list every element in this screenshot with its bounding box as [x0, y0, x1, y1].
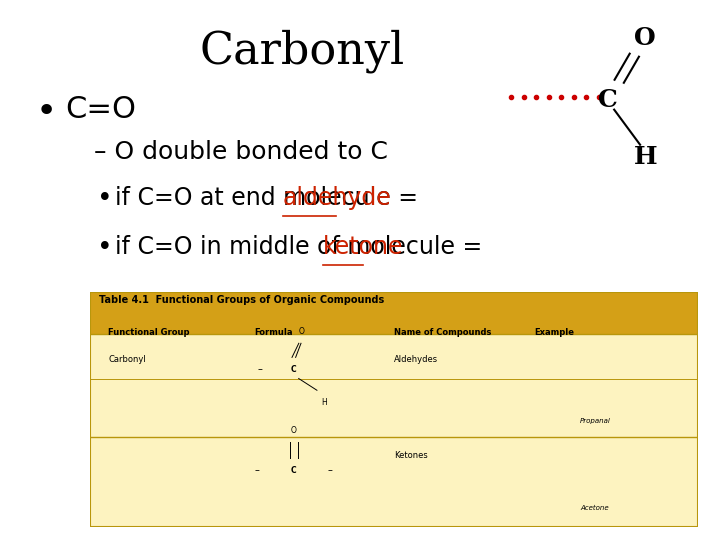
Text: Table 4.1  Functional Groups of Organic Compounds: Table 4.1 Functional Groups of Organic C…: [99, 295, 384, 305]
Text: •: •: [36, 94, 58, 129]
Text: C=O: C=O: [65, 94, 136, 124]
Text: if C=O in middle of molecule =: if C=O in middle of molecule =: [115, 235, 490, 259]
Text: O: O: [634, 26, 655, 50]
Text: Ketones: Ketones: [395, 451, 428, 460]
Text: C: C: [291, 465, 297, 475]
Text: Name of Compounds: Name of Compounds: [395, 328, 492, 337]
Text: –: –: [258, 364, 263, 374]
Text: •: •: [97, 235, 113, 261]
Text: –: –: [255, 465, 260, 475]
Text: C: C: [598, 88, 618, 112]
Text: O: O: [298, 327, 304, 336]
Text: Acetone: Acetone: [580, 505, 609, 511]
Text: ketone: ketone: [323, 235, 403, 259]
Bar: [90, 292, 698, 334]
Text: Example: Example: [534, 328, 574, 337]
Text: – O double bonded to C: – O double bonded to C: [94, 140, 387, 164]
Text: •: •: [97, 186, 113, 212]
Text: C: C: [291, 364, 297, 374]
Text: if C=O at end molecule =: if C=O at end molecule =: [115, 186, 426, 210]
Text: Carbonyl: Carbonyl: [199, 30, 405, 73]
Text: Carbonyl: Carbonyl: [108, 355, 146, 364]
Text: Propanal: Propanal: [580, 418, 611, 424]
Text: O: O: [291, 426, 297, 435]
Text: –: –: [328, 465, 333, 475]
Text: aldehyde: aldehyde: [282, 186, 392, 210]
Text: Formula: Formula: [254, 328, 293, 337]
Bar: [90, 334, 698, 437]
Text: Aldehydes: Aldehydes: [395, 355, 438, 364]
Text: H: H: [321, 397, 327, 407]
Bar: [90, 437, 698, 526]
Text: H: H: [634, 145, 657, 168]
Text: Functional Group: Functional Group: [108, 328, 190, 337]
